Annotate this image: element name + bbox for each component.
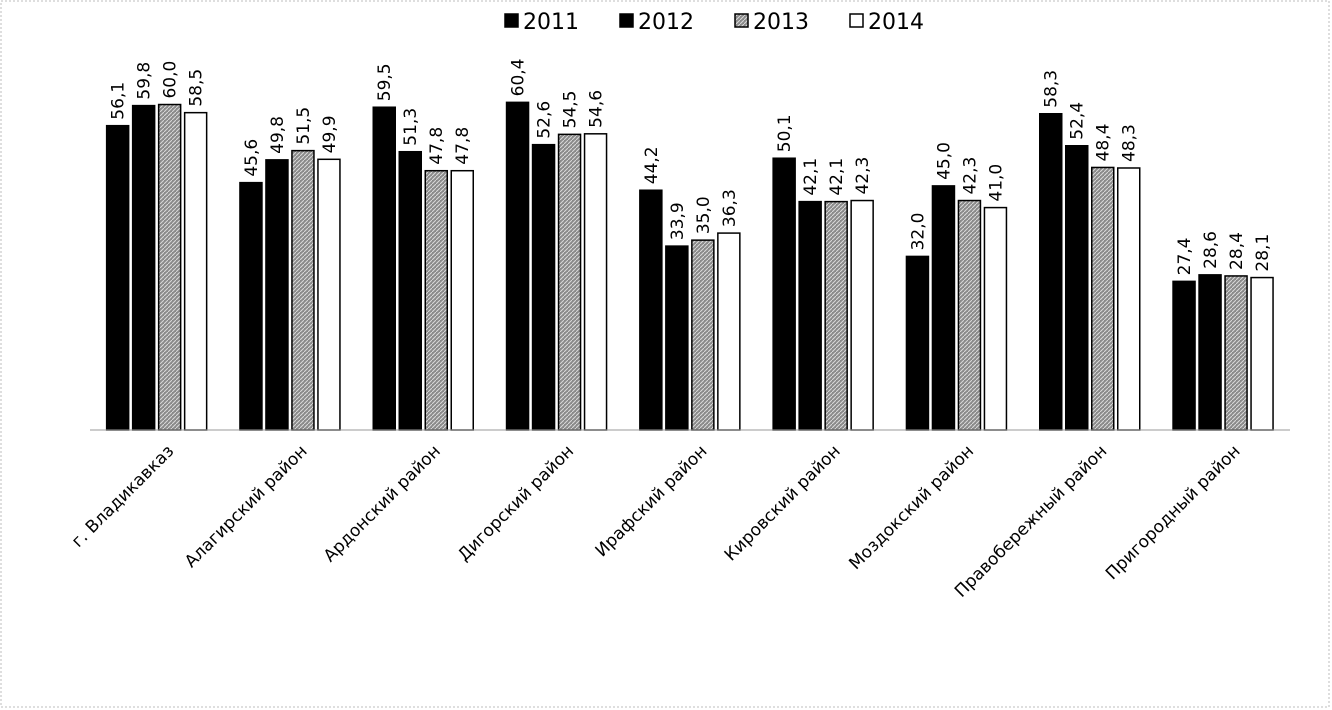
data-label-2013-4: 54,5 xyxy=(561,90,581,128)
bar-2011-8 xyxy=(1039,112,1063,431)
legend-swatch-2011 xyxy=(504,13,519,28)
bar-2012-6 xyxy=(798,200,822,431)
bar-2011-1 xyxy=(105,124,130,431)
legend-label-2014: 2014 xyxy=(868,10,924,35)
data-label-2012-7: 45,0 xyxy=(934,142,954,180)
data-label-2011-5: 44,2 xyxy=(642,146,662,184)
data-label-2011-8: 58,3 xyxy=(1042,70,1062,108)
data-label-2014-1: 58,5 xyxy=(187,69,207,107)
bar-2011-2 xyxy=(239,181,263,431)
data-label-2013-1: 60,0 xyxy=(161,61,181,99)
category-label-6: Кировский район xyxy=(721,441,845,565)
bar-2014-7 xyxy=(983,206,1008,431)
data-label-2012-3: 51,3 xyxy=(401,108,421,146)
bar-2014-4 xyxy=(583,133,608,431)
data-label-2014-8: 48,3 xyxy=(1120,124,1140,162)
data-label-2013-8: 48,4 xyxy=(1094,124,1114,162)
data-label-2014-4: 54,6 xyxy=(587,90,607,128)
data-label-2013-3: 47,8 xyxy=(427,127,447,165)
category-label-5: Ирафский район xyxy=(592,441,712,561)
data-label-2014-7: 41,0 xyxy=(986,164,1006,202)
legend-label-2011: 2011 xyxy=(523,10,579,35)
legend: 2011 2012 2013 2014 xyxy=(504,10,924,35)
legend-swatch-2012 xyxy=(619,13,634,28)
data-label-2012-1: 59,8 xyxy=(135,62,155,100)
data-label-2014-6: 42,3 xyxy=(853,157,873,195)
data-label-2011-1: 56,1 xyxy=(109,82,129,120)
data-label-2012-9: 28,6 xyxy=(1201,231,1221,269)
data-label-2012-8: 52,4 xyxy=(1068,102,1088,140)
data-label-2011-4: 60,4 xyxy=(509,58,529,96)
bar-2012-9 xyxy=(1198,274,1222,431)
legend-label-2013: 2013 xyxy=(753,10,809,35)
bar-2013-9 xyxy=(1224,275,1248,431)
data-label-2013-9: 28,4 xyxy=(1227,232,1247,270)
data-label-2013-7: 42,3 xyxy=(960,157,980,195)
bar-2014-8 xyxy=(1117,167,1141,431)
bar-2014-3 xyxy=(450,169,474,431)
bar-2014-6 xyxy=(850,199,874,431)
category-label-9: Пригородный район xyxy=(1102,441,1245,584)
data-label-2014-9: 28,1 xyxy=(1253,234,1273,272)
bar-2013-7 xyxy=(957,199,982,431)
data-label-2013-6: 42,1 xyxy=(827,158,847,196)
bar-2014-2 xyxy=(317,158,341,431)
data-label-2012-6: 42,1 xyxy=(801,158,821,196)
category-label-7: Моздокский район xyxy=(845,441,978,574)
category-label-1: г. Владикавказ xyxy=(68,441,178,551)
bar-2013-4 xyxy=(557,133,582,431)
bar-2013-2 xyxy=(291,149,315,431)
bar-2012-3 xyxy=(398,150,422,431)
bar-2013-8 xyxy=(1091,166,1115,431)
bar-2011-6 xyxy=(772,157,796,431)
data-label-2011-3: 59,5 xyxy=(375,63,395,101)
data-label-2012-2: 49,8 xyxy=(268,116,288,154)
bar-2013-3 xyxy=(424,169,448,431)
data-label-2011-7: 32,0 xyxy=(908,213,928,251)
bar-2011-3 xyxy=(372,106,396,431)
bar-2012-5 xyxy=(665,245,689,431)
bar-2011-4 xyxy=(505,101,530,431)
bar-2011-9 xyxy=(1172,280,1196,431)
bar-2013-1 xyxy=(157,103,182,431)
bar-2011-5 xyxy=(639,189,663,431)
bar-2013-6 xyxy=(824,200,848,431)
legend-swatch-2014 xyxy=(849,13,864,28)
data-label-2013-2: 51,5 xyxy=(294,107,314,145)
bar-2014-5 xyxy=(717,232,741,431)
bar-2014-1 xyxy=(183,111,208,431)
data-label-2013-5: 35,0 xyxy=(694,196,714,234)
legend-label-2012: 2012 xyxy=(638,10,694,35)
data-label-2012-4: 52,6 xyxy=(535,101,555,139)
category-label-4: Дигорский район xyxy=(454,441,578,565)
bar-2012-7 xyxy=(931,185,956,431)
category-label-2: Алагирский район xyxy=(181,441,312,572)
data-label-2014-3: 47,8 xyxy=(453,127,473,165)
category-labels: г. Владикавказ Алагирский район Ардонский … xyxy=(68,441,1245,601)
bar-2014-9 xyxy=(1250,276,1274,431)
data-label-2014-2: 49,9 xyxy=(320,115,340,153)
data-label-2011-6: 50,1 xyxy=(775,114,795,152)
category-label-3: Ардонский район xyxy=(320,441,445,566)
data-label-2011-9: 27,4 xyxy=(1175,238,1195,276)
bar-2012-2 xyxy=(265,159,289,431)
data-label-2012-5: 33,9 xyxy=(668,202,688,240)
data-label-2011-2: 45,6 xyxy=(242,139,262,177)
bar-2011-7 xyxy=(905,255,930,431)
plot-area: 56,1 59,8 60,0 58,5 45,6 49,8 51,5 49,9 59,5 51,3… xyxy=(105,58,1274,431)
data-label-2014-5: 36,3 xyxy=(720,189,740,227)
bar-2012-1 xyxy=(131,104,156,431)
bar-2013-5 xyxy=(691,239,715,431)
legend-swatch-2013 xyxy=(734,13,749,28)
category-label-8: Правобережный район xyxy=(951,441,1111,601)
bar-2012-4 xyxy=(531,143,556,431)
bar-2012-8 xyxy=(1065,145,1089,431)
